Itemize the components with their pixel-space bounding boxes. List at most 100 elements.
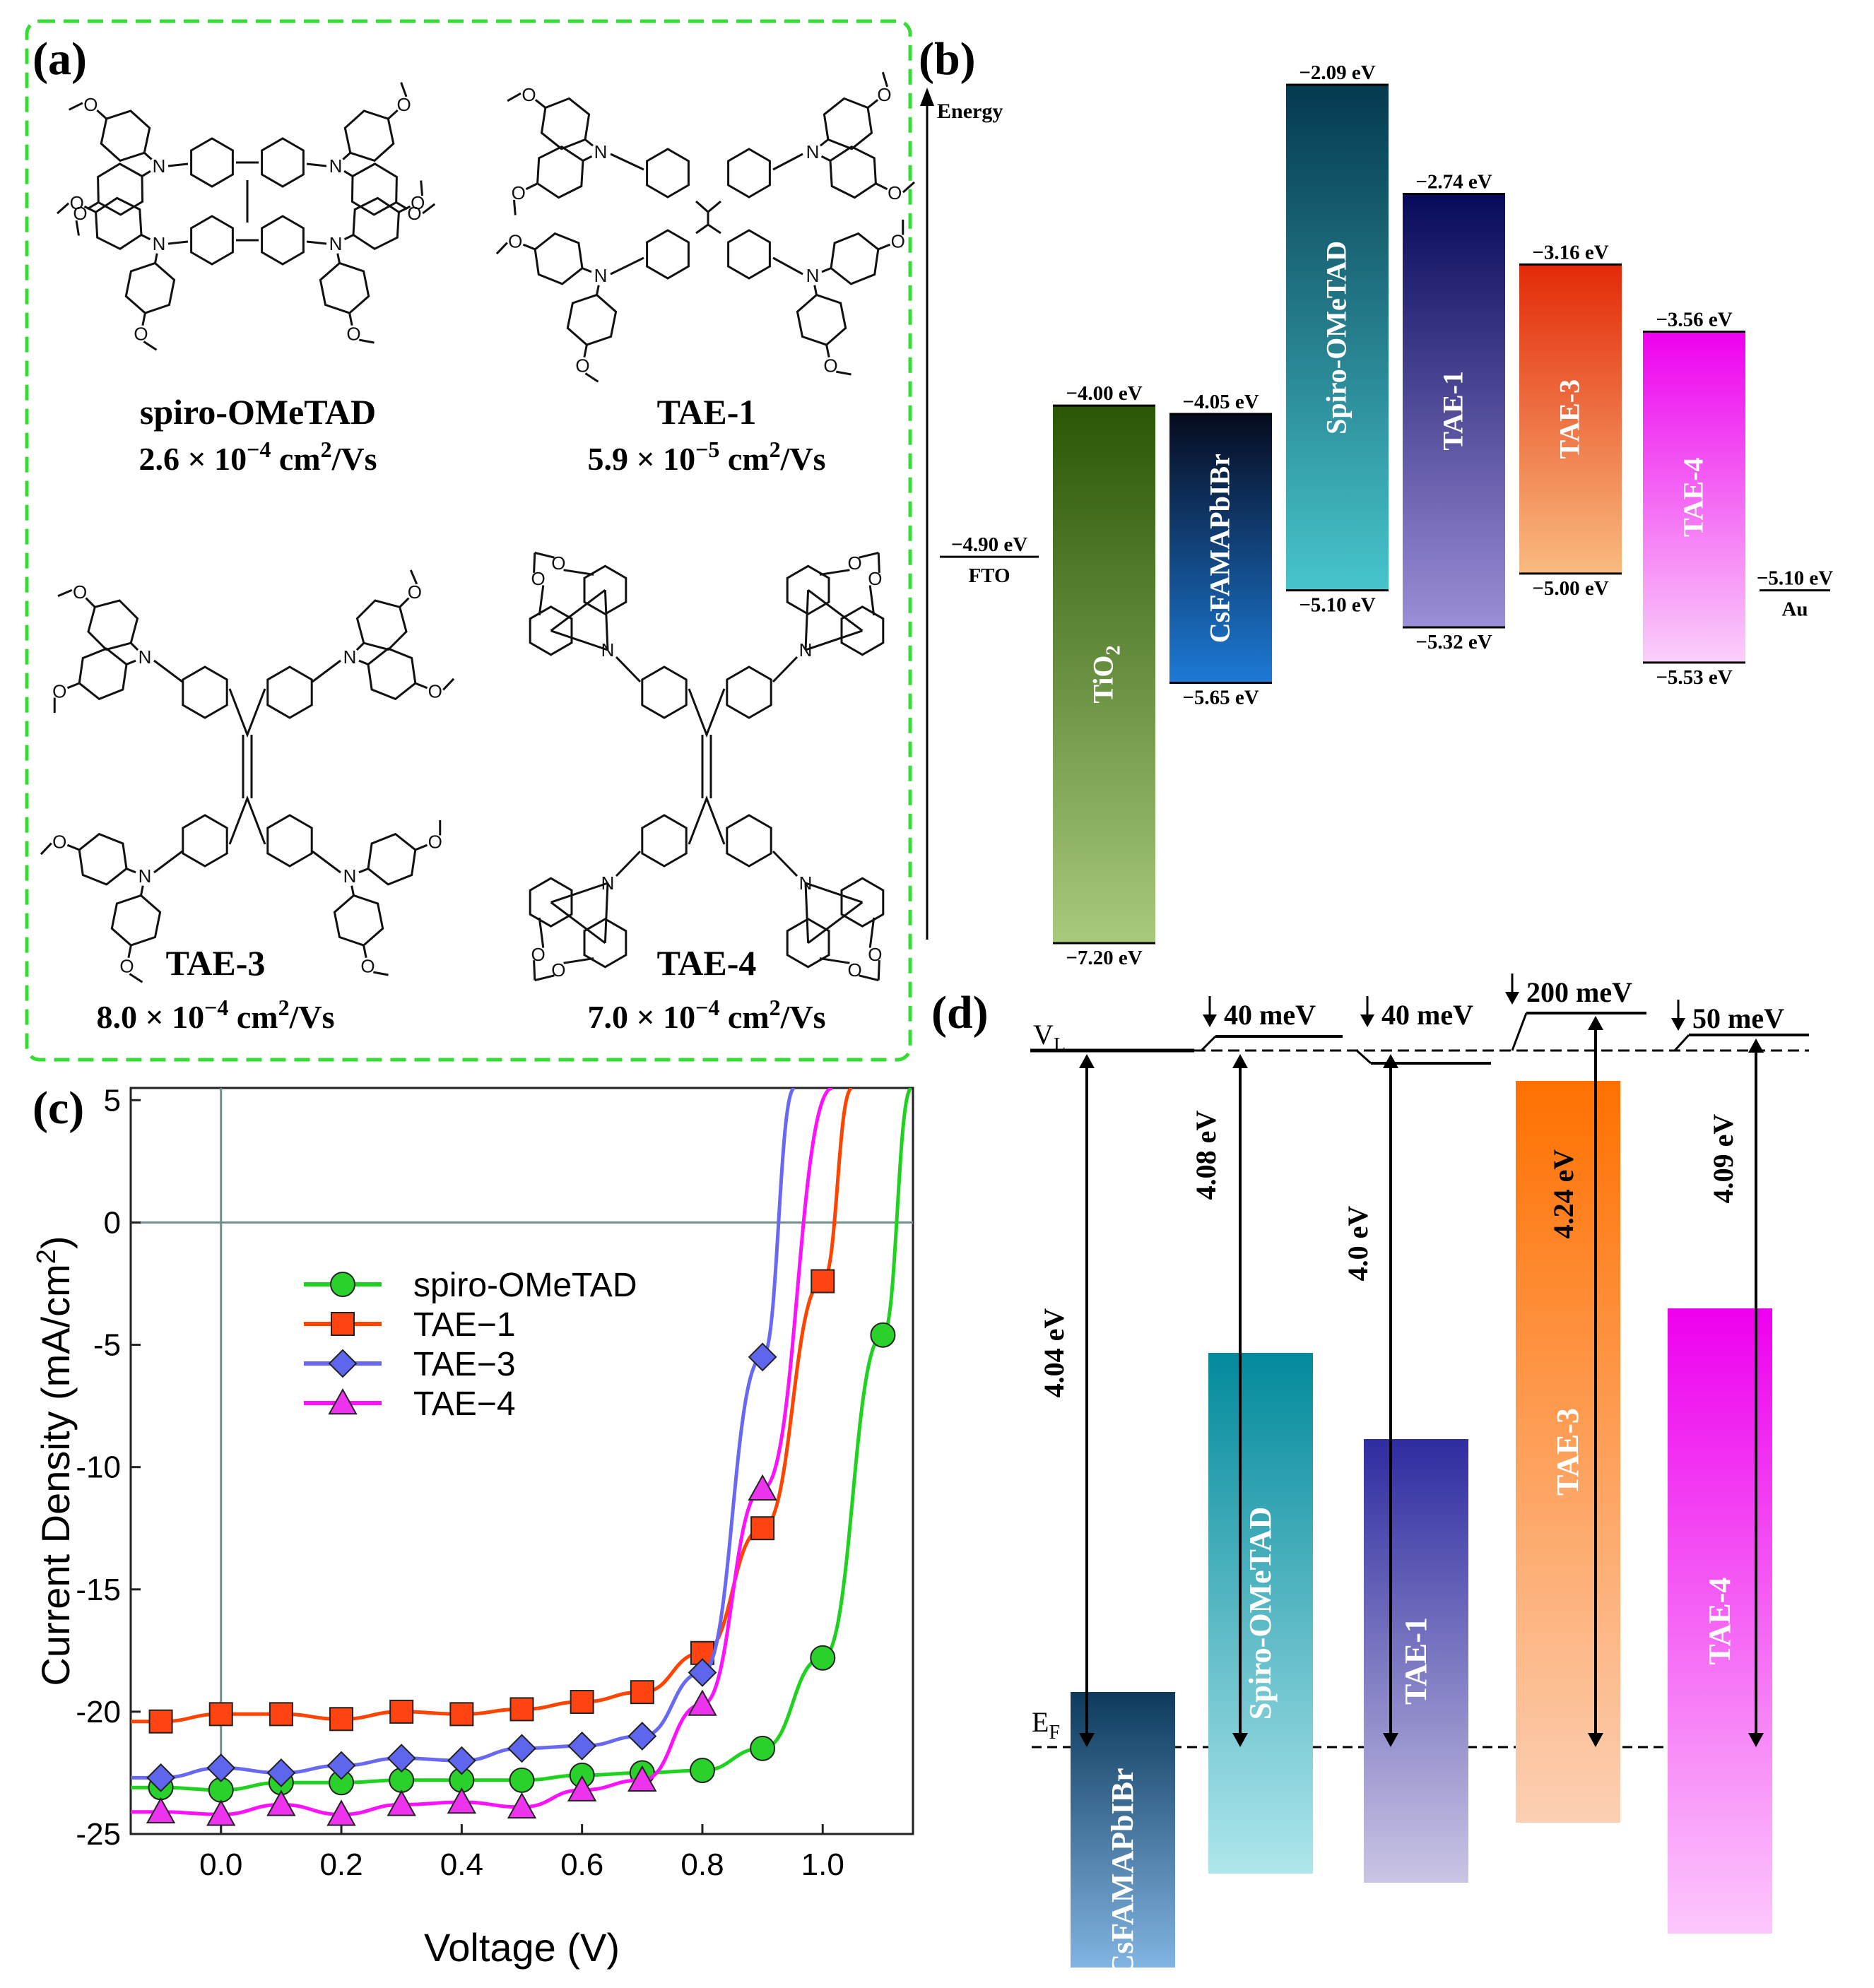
vacuum-offset: 40 meV (1224, 999, 1316, 1031)
benzene-ring (641, 665, 688, 719)
data-point (326, 1799, 356, 1826)
benzene-ring (266, 665, 313, 719)
y-tick-label: -20 (76, 1695, 121, 1729)
benzene-ring (266, 814, 313, 868)
bond (859, 551, 879, 559)
benzene-ring (646, 148, 690, 199)
work-function-bar (1364, 1439, 1468, 1883)
bond (615, 850, 642, 877)
legend-marker (328, 1349, 358, 1378)
bond (127, 945, 132, 959)
data-point (630, 1680, 654, 1705)
bond (804, 882, 810, 943)
nitrogen-atom: N (806, 265, 820, 286)
oxygen-atom: O (847, 552, 861, 574)
nitrogen-atom: N (153, 233, 166, 254)
fto-value: −4.90 eV (951, 533, 1027, 556)
shift-step (1355, 1049, 1372, 1065)
bond (66, 844, 80, 851)
bond (140, 885, 144, 896)
bond (141, 312, 146, 326)
bond (534, 974, 555, 982)
material-name: TAE-4 (1678, 457, 1709, 537)
bond (495, 242, 508, 255)
data-point (208, 1702, 233, 1727)
benzene-ring (727, 148, 771, 199)
fermi-label: EF (1032, 1706, 1060, 1744)
arrowhead-down (1079, 1733, 1095, 1747)
material-name: TAE-3 (1550, 1408, 1585, 1496)
nitrogen-atom: N (329, 155, 343, 177)
bond (820, 155, 831, 162)
bond (534, 551, 555, 559)
oxygen-atom: O (531, 944, 545, 965)
top-level-value: −4.00 eV (1066, 382, 1142, 405)
bond (867, 99, 879, 109)
bond (836, 370, 851, 376)
data-point (146, 1797, 176, 1824)
molecule-tae-3: N O O N O O N O O N O O (40, 569, 455, 983)
bond (343, 170, 353, 177)
anisyl-ring (367, 832, 417, 886)
energy-bar (1519, 264, 1622, 574)
anisyl-ring (829, 145, 877, 199)
nitrogen-atom: N (594, 265, 608, 286)
benzene-ring (786, 918, 830, 969)
bond (96, 109, 107, 120)
oxygen-atom: O (73, 203, 87, 224)
data-point (750, 1735, 776, 1761)
bond (363, 945, 367, 959)
oxygen-atom: O (512, 182, 526, 203)
oxygen-atom: O (868, 944, 882, 965)
data-point (567, 1775, 597, 1801)
data-point (447, 1746, 476, 1775)
bond (596, 285, 600, 295)
benzene-ring (261, 137, 305, 188)
benzene-ring (190, 215, 234, 266)
bond (342, 152, 351, 160)
data-point (387, 1744, 416, 1773)
data-point (507, 1734, 536, 1763)
oxygen-atom: O (346, 323, 360, 344)
molecule-tae-1: N O O N O O N O O N O O (495, 71, 915, 383)
fto-name: FTO (968, 564, 1010, 587)
nitrogen-atom: N (139, 646, 152, 668)
material-name: Spiro-OMeTAD (1243, 1507, 1278, 1720)
bond (415, 682, 428, 690)
bond (409, 569, 418, 585)
benzene-ring (726, 665, 772, 719)
fluorene-bridge (688, 688, 726, 738)
energy-bar (1403, 194, 1505, 627)
material-name: CsFAMAPbIBr (1204, 454, 1236, 643)
bond (695, 200, 709, 213)
arrowhead-down (1748, 1733, 1764, 1747)
bond (821, 267, 832, 273)
nitrogen-atom: N (153, 155, 166, 177)
bond (420, 180, 424, 196)
legend-entry: TAE−1 (413, 1306, 516, 1344)
bond (83, 205, 97, 213)
bond (610, 256, 644, 276)
x-tick-label: 1.0 (801, 1847, 844, 1882)
molecule-labels: spiro-OMeTAD 2.6 × 10−4 cm2/Vs TAE-1 5.9 × … (96, 392, 825, 1035)
nitrogen-atom: N (329, 233, 343, 254)
benzene-ring (529, 605, 573, 656)
bond (143, 341, 158, 351)
bond (525, 182, 538, 191)
anisyl-ring (319, 261, 370, 314)
bond (707, 223, 721, 235)
energy-bar (1643, 331, 1745, 663)
bottom-level-value: −7.20 eV (1066, 947, 1142, 969)
bond (868, 917, 876, 948)
oxygen-atom: O (868, 568, 882, 589)
work-function-value: 4.04 eV (1038, 1308, 1070, 1398)
arrowhead-up (1588, 1016, 1603, 1030)
anisyl-ring (333, 894, 384, 947)
legend-entry: spiro-OMeTAD (413, 1267, 637, 1304)
bond (85, 597, 96, 608)
data-point (748, 1474, 777, 1501)
benzene-ring (727, 229, 771, 280)
bond (550, 629, 608, 651)
